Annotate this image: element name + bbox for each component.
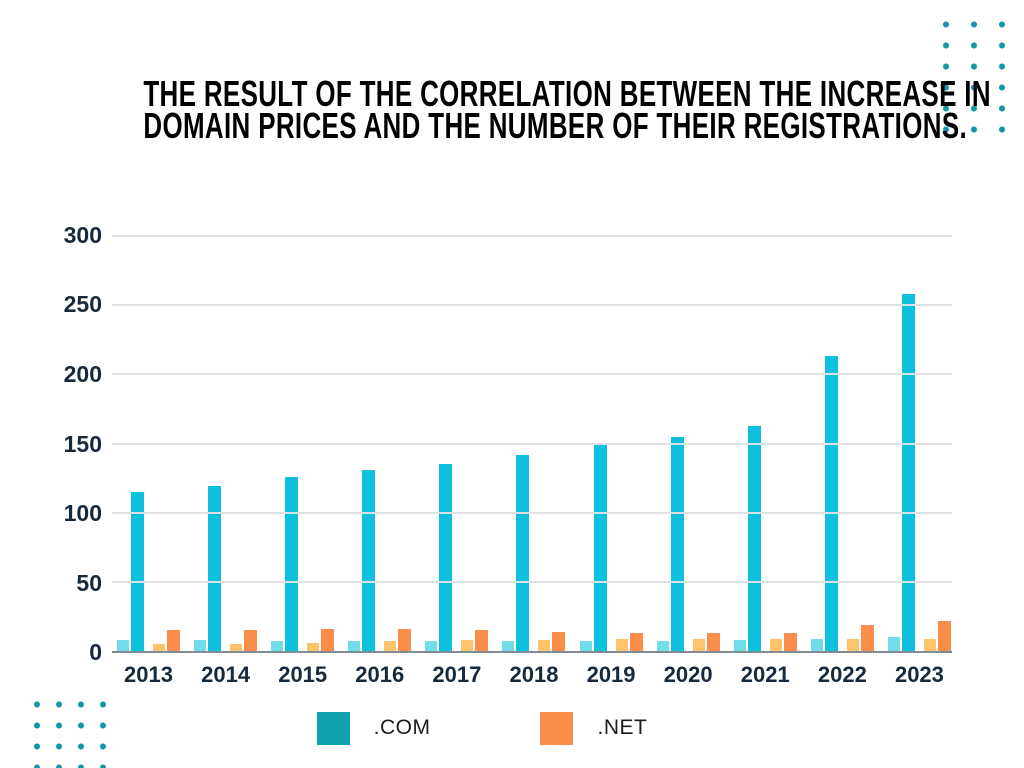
gridline	[112, 580, 952, 583]
com-legend-label: .COM	[373, 716, 431, 739]
y-axis-tick-label: 300	[63, 221, 102, 248]
bar-com-light	[656, 641, 669, 651]
bar-com	[670, 436, 684, 651]
bar-net-light	[230, 644, 243, 651]
gridline	[112, 304, 952, 307]
bar-net-light	[769, 638, 782, 651]
bar-com	[285, 476, 299, 651]
bar-net	[937, 620, 951, 651]
x-axis-label: 2021	[740, 662, 790, 687]
bar-com-light	[502, 641, 515, 651]
bar-net	[321, 628, 335, 651]
legend-item-net: .NET	[540, 711, 648, 745]
x-axis-label: 2018	[509, 662, 559, 687]
bar-net-light	[153, 644, 165, 651]
bar-com-light	[348, 641, 361, 651]
bar-com-light	[810, 638, 823, 651]
plot-area: 2013 2014 2015 2016 2017 2018 2019 2020 2021 2022…	[112, 235, 952, 687]
bar-net-light	[692, 638, 705, 651]
bar-net	[167, 630, 180, 651]
x-axis-label: 2019	[586, 662, 636, 687]
x-axis-label: 2016	[355, 662, 405, 687]
y-axis-tick-label: 200	[63, 360, 102, 387]
x-axis-label: 2020	[663, 662, 713, 687]
gridline	[112, 442, 952, 445]
bar-net	[552, 631, 566, 651]
x-axis-label: 2017	[432, 662, 482, 687]
com-color-swatch	[316, 711, 350, 745]
bar-net	[398, 628, 412, 651]
chart-title-line-1: THE RESULT OF THE CORRELATION BETWEEN TH…	[143, 73, 991, 114]
bar-net	[244, 630, 258, 651]
bar-net-light	[923, 638, 936, 651]
dot-grid-decoration-top-right	[924, 14, 1024, 140]
x-axis-label: 2022	[817, 662, 867, 687]
bar-com	[208, 486, 222, 651]
year-group-2016: 2016	[348, 236, 412, 687]
bar-net-light	[846, 638, 859, 651]
bar-net	[629, 633, 643, 651]
bar-net-light	[538, 639, 551, 651]
year-group-2022: 2022	[810, 236, 874, 687]
bar-com	[362, 469, 376, 651]
y-axis-tick-label: 100	[63, 499, 102, 526]
y-axis-tick-label: 150	[63, 430, 102, 457]
bar-net-light	[384, 641, 397, 651]
y-axis-tick-label: 250	[63, 291, 102, 318]
bar-net	[475, 630, 489, 651]
gridline	[112, 373, 952, 376]
legend: .COM .NET	[0, 708, 964, 748]
x-axis-label: 2013	[124, 662, 173, 687]
bar-com-light	[194, 639, 207, 651]
bar-com-light	[271, 641, 284, 651]
bar-net-light	[307, 642, 320, 651]
bar-net	[860, 624, 874, 651]
chart-title-line-2: DOMAIN PRICES AND THE NUMBER OF THEIR RE…	[143, 105, 968, 146]
x-axis-label: 2015	[278, 662, 328, 687]
gridline	[112, 235, 952, 237]
bar-net	[783, 633, 797, 651]
year-group-2017: 2017	[425, 236, 489, 687]
bar-com-light	[117, 639, 129, 651]
year-group-2018: 2018	[502, 236, 566, 687]
bar-groups: 2013 2014 2015 2016 2017 2018 2019 2020 2021 2022…	[112, 236, 952, 687]
bar-net-light	[461, 639, 474, 651]
x-axis-label: 2014	[201, 662, 251, 687]
y-axis-tick-label: 0	[89, 638, 102, 665]
legend-item-com: .COM	[316, 711, 431, 745]
y-axis: 300 250 200 150 100 50 0	[28, 222, 102, 665]
bar-com-light	[887, 637, 900, 651]
bar-com-light	[733, 639, 746, 651]
bar-com	[593, 444, 607, 651]
year-group-2023: 2023	[887, 236, 951, 687]
net-color-swatch	[540, 711, 574, 745]
dot-grid-decoration-bottom-left	[22, 690, 112, 768]
year-group-2014: 2014	[194, 236, 258, 687]
gridline	[112, 511, 952, 514]
year-group-2015: 2015	[271, 236, 335, 687]
bar-com-light	[579, 641, 592, 651]
year-group-2021: 2021	[733, 236, 797, 687]
bar-com	[516, 454, 530, 651]
bar-com	[439, 464, 453, 651]
bar-com	[824, 356, 838, 651]
bar-net	[706, 633, 720, 651]
net-legend-label: .NET	[597, 716, 648, 739]
chart-title: THE RESULT OF THE CORRELATION BETWEEN TH…	[0, 73, 1024, 146]
bar-com	[747, 425, 761, 651]
year-group-2013: 2013	[117, 236, 180, 687]
bar-net-light	[615, 638, 628, 651]
x-axis-label: 2023	[894, 662, 944, 687]
y-axis-tick-label: 50	[76, 569, 102, 596]
year-group-2019: 2019	[579, 236, 643, 687]
bar-com	[901, 294, 915, 651]
year-group-2020: 2020	[656, 236, 720, 687]
bar-com-light	[425, 641, 438, 651]
bar-com	[131, 491, 144, 651]
